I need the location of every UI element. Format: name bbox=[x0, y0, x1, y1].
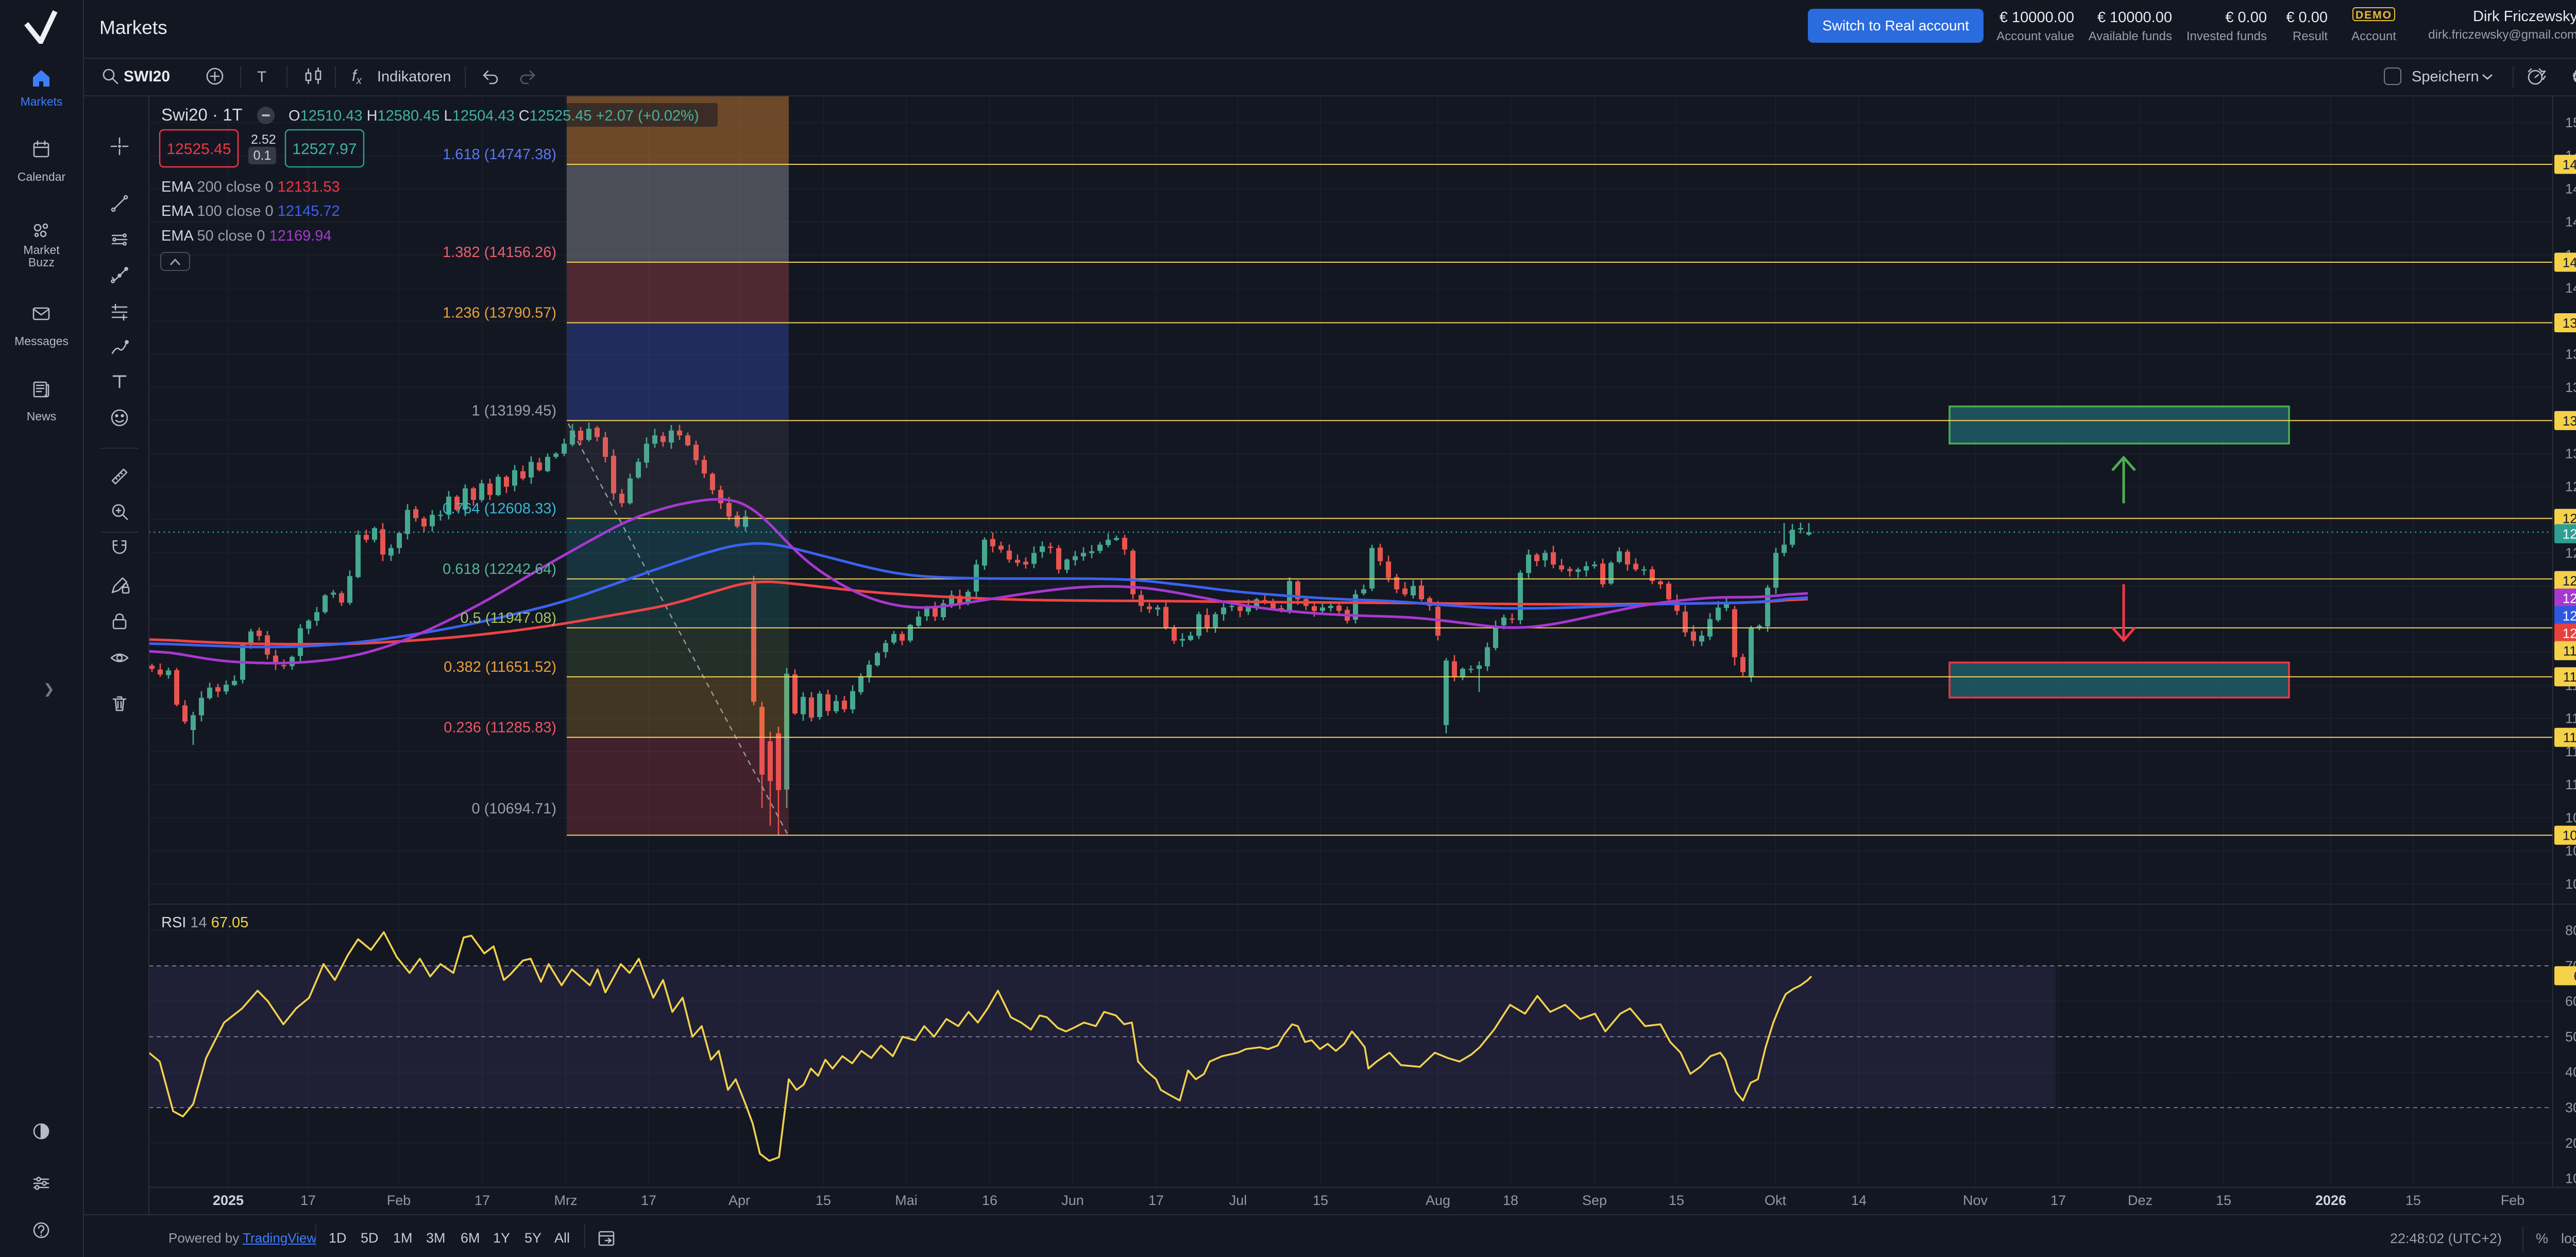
svg-text:15: 15 bbox=[2405, 1193, 2421, 1208]
svg-text:10.00: 10.00 bbox=[2565, 1171, 2576, 1186]
svg-text:12527.97: 12527.97 bbox=[292, 141, 357, 158]
svg-text:12400.00: 12400.00 bbox=[2565, 545, 2576, 560]
svg-text:1.236 (13790.57): 1.236 (13790.57) bbox=[443, 305, 556, 321]
svg-text:EMA 50 close 0 12169.94: EMA 50 close 0 12169.94 bbox=[161, 228, 332, 244]
svg-text:17: 17 bbox=[2050, 1193, 2066, 1208]
svg-text:14400.00: 14400.00 bbox=[2565, 214, 2576, 230]
svg-text:15000.00: 15000.00 bbox=[2565, 115, 2576, 130]
svg-text:11000.00: 11000.00 bbox=[2565, 777, 2576, 792]
svg-text:0.764 (12608.33): 0.764 (12608.33) bbox=[443, 500, 556, 517]
svg-text:40.00: 40.00 bbox=[2565, 1064, 2576, 1080]
svg-text:0.236 (11285.83): 0.236 (11285.83) bbox=[444, 719, 556, 736]
svg-text:14000.00: 14000.00 bbox=[2565, 280, 2576, 296]
svg-text:Jun: Jun bbox=[1061, 1193, 1084, 1208]
svg-text:30.00: 30.00 bbox=[2565, 1100, 2576, 1115]
svg-text:18: 18 bbox=[1503, 1193, 1518, 1208]
svg-text:10800.00: 10800.00 bbox=[2565, 810, 2576, 825]
svg-text:Swi20 · 1T: Swi20 · 1T bbox=[161, 105, 243, 124]
svg-text:14: 14 bbox=[1851, 1193, 1867, 1208]
svg-text:15: 15 bbox=[816, 1193, 831, 1208]
svg-text:17: 17 bbox=[641, 1193, 656, 1208]
svg-text:12131.53: 12131.53 bbox=[2563, 625, 2576, 641]
svg-text:RSI 14 67.05: RSI 14 67.05 bbox=[161, 914, 248, 931]
svg-text:14600.00: 14600.00 bbox=[2565, 181, 2576, 196]
svg-text:11200.00: 11200.00 bbox=[2565, 744, 2576, 759]
svg-text:Dez: Dez bbox=[2128, 1193, 2153, 1208]
svg-text:13000.00: 13000.00 bbox=[2565, 446, 2576, 462]
svg-text:15: 15 bbox=[2216, 1193, 2231, 1208]
svg-text:Sep: Sep bbox=[1582, 1193, 1607, 1208]
svg-text:2.52: 2.52 bbox=[251, 132, 276, 147]
svg-text:17: 17 bbox=[474, 1193, 490, 1208]
svg-text:11947.08: 11947.08 bbox=[2563, 643, 2576, 658]
svg-text:Aug: Aug bbox=[1426, 1193, 1450, 1208]
svg-text:2025: 2025 bbox=[213, 1193, 244, 1208]
svg-text:1.618 (14747.38): 1.618 (14747.38) bbox=[443, 146, 556, 163]
svg-text:11400.00: 11400.00 bbox=[2565, 711, 2576, 726]
svg-text:12525.45: 12525.45 bbox=[2563, 526, 2576, 541]
svg-text:12525.45: 12525.45 bbox=[166, 141, 231, 158]
svg-text:Apr: Apr bbox=[728, 1193, 750, 1208]
svg-text:0 (10694.71): 0 (10694.71) bbox=[472, 801, 556, 817]
svg-text:20.00: 20.00 bbox=[2565, 1135, 2576, 1151]
svg-text:14747.38: 14747.38 bbox=[2563, 157, 2576, 172]
svg-text:17: 17 bbox=[1148, 1193, 1164, 1208]
svg-text:15: 15 bbox=[1313, 1193, 1328, 1208]
svg-text:Mai: Mai bbox=[895, 1193, 918, 1208]
svg-text:Feb: Feb bbox=[2501, 1193, 2525, 1208]
svg-text:13600.00: 13600.00 bbox=[2565, 347, 2576, 362]
svg-text:0.5 (11947.08): 0.5 (11947.08) bbox=[461, 610, 557, 626]
svg-text:12169.94: 12169.94 bbox=[2563, 590, 2576, 606]
svg-text:1.382 (14156.26): 1.382 (14156.26) bbox=[443, 244, 556, 261]
svg-text:16: 16 bbox=[982, 1193, 997, 1208]
svg-text:12608.33: 12608.33 bbox=[2563, 511, 2576, 526]
svg-text:10600.00: 10600.00 bbox=[2565, 843, 2576, 859]
svg-text:13790.57: 13790.57 bbox=[2563, 315, 2576, 331]
svg-text:0.382 (11651.52): 0.382 (11651.52) bbox=[444, 659, 556, 675]
svg-text:EMA 100 close 0 12145.72: EMA 100 close 0 12145.72 bbox=[161, 203, 340, 219]
svg-text:67.05: 67.05 bbox=[2573, 968, 2576, 983]
svg-text:10694.71: 10694.71 bbox=[2563, 828, 2576, 843]
svg-text:13400.00: 13400.00 bbox=[2565, 380, 2576, 395]
svg-text:Feb: Feb bbox=[387, 1193, 411, 1208]
svg-text:1 (13199.45): 1 (13199.45) bbox=[472, 402, 556, 419]
svg-text:Nov: Nov bbox=[1963, 1193, 1988, 1208]
svg-text:15: 15 bbox=[1669, 1193, 1684, 1208]
svg-text:EMA 200 close 0 12131.53: EMA 200 close 0 12131.53 bbox=[161, 179, 340, 195]
svg-text:0.618 (12242.64): 0.618 (12242.64) bbox=[443, 561, 556, 577]
svg-text:10400.00: 10400.00 bbox=[2565, 876, 2576, 892]
svg-text:12242.64: 12242.64 bbox=[2563, 573, 2576, 588]
svg-text:Mrz: Mrz bbox=[554, 1193, 578, 1208]
svg-text:0.1: 0.1 bbox=[253, 148, 272, 163]
svg-text:12800.00: 12800.00 bbox=[2565, 479, 2576, 495]
svg-text:80.00: 80.00 bbox=[2565, 923, 2576, 938]
svg-text:Jul: Jul bbox=[1229, 1193, 1247, 1208]
svg-text:17: 17 bbox=[300, 1193, 316, 1208]
svg-text:13199.45: 13199.45 bbox=[2563, 413, 2576, 429]
svg-text:11285.83: 11285.83 bbox=[2563, 730, 2576, 745]
svg-text:Okt: Okt bbox=[1765, 1193, 1787, 1208]
svg-text:12145.72: 12145.72 bbox=[2563, 608, 2576, 623]
svg-text:O12510.43 H12580.45 L12504.43: O12510.43 H12580.45 L12504.43 C12525.45 … bbox=[289, 108, 699, 124]
svg-text:2026: 2026 bbox=[2315, 1193, 2346, 1208]
svg-text:60.00: 60.00 bbox=[2565, 994, 2576, 1009]
svg-text:50.00: 50.00 bbox=[2565, 1029, 2576, 1044]
svg-text:14156.26: 14156.26 bbox=[2563, 254, 2576, 270]
svg-text:11651.52: 11651.52 bbox=[2563, 669, 2576, 685]
